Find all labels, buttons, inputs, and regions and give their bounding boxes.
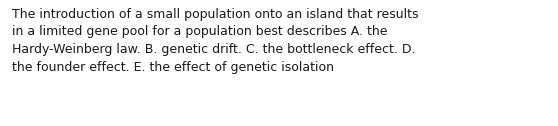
Text: The introduction of a small population onto an island that results
in a limited : The introduction of a small population o… [12, 8, 418, 73]
